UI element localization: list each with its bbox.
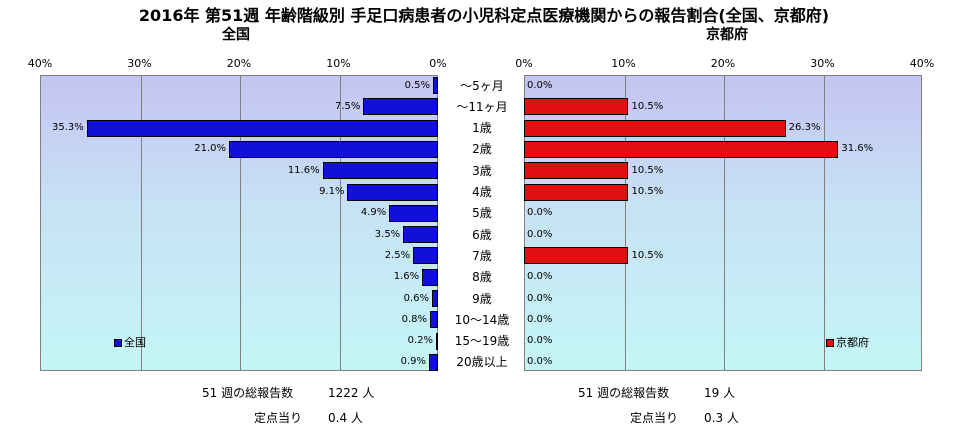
- national-data-label: 1.6%: [393, 271, 420, 283]
- category-label: 7歳: [472, 248, 492, 263]
- national-data-label: 0.9%: [400, 356, 427, 368]
- category-label: 20歳以上: [456, 355, 508, 370]
- kyoto-bar: [524, 140, 839, 158]
- kyoto-bar: [524, 98, 629, 116]
- national-tick-label: 0%: [429, 57, 447, 70]
- national-data-label: 0.6%: [403, 292, 430, 304]
- kyoto-tick-label: 0%: [515, 57, 533, 70]
- national-bar: [322, 162, 438, 180]
- national-subtitle: 全国: [222, 27, 250, 43]
- kyoto-tick-label: 10%: [611, 57, 636, 70]
- kyoto-data-label: 0.0%: [527, 228, 553, 240]
- kyoto-data-label: 0.0%: [527, 292, 553, 304]
- national-legend-label: 全国: [124, 336, 146, 349]
- category-label: 8歳: [472, 270, 492, 285]
- national-bar: [389, 204, 438, 222]
- national-bar: [433, 77, 438, 94]
- national-total-reports-label: 51 週の総報告数: [202, 386, 294, 400]
- kyoto-data-label: 10.5%: [631, 164, 664, 176]
- kyoto-data-label: 0.0%: [527, 313, 553, 325]
- national-gridline: [140, 76, 142, 370]
- kyoto-bar: [524, 162, 629, 180]
- kyoto-bar: [524, 183, 629, 201]
- category-label: ～5ヶ月: [460, 78, 504, 93]
- national-bar: [229, 140, 438, 158]
- kyoto-data-label: 0.0%: [527, 271, 553, 283]
- kyoto-legend: 京都府: [826, 334, 869, 350]
- national-bar: [432, 290, 438, 307]
- kyoto-data-label: 0.0%: [527, 335, 553, 347]
- category-label: 6歳: [472, 227, 492, 242]
- kyoto-bar: [524, 119, 786, 137]
- national-gridline: [339, 76, 341, 370]
- national-data-label: 0.8%: [401, 313, 428, 325]
- category-label: ～11ヶ月: [456, 99, 508, 114]
- kyoto-legend-swatch: [826, 339, 834, 347]
- kyoto-data-label: 0.0%: [527, 207, 553, 219]
- national-bar: [413, 247, 438, 265]
- category-label: 10～14歳: [454, 312, 510, 327]
- national-bar: [430, 311, 438, 329]
- national-tick-label: 10%: [326, 57, 351, 70]
- kyoto-gridline: [724, 76, 725, 370]
- category-label: 2歳: [472, 142, 492, 157]
- national-data-label: 7.5%: [334, 100, 361, 112]
- national-data-label: 3.5%: [374, 228, 401, 240]
- kyoto-data-label: 0.0%: [527, 356, 553, 368]
- national-data-label: 0.5%: [404, 79, 431, 91]
- kyoto-tick-label: 30%: [810, 57, 835, 70]
- national-data-label: 0.2%: [407, 335, 434, 347]
- kyoto-total-reports-label: 51 週の総報告数: [578, 386, 670, 400]
- national-per-site-label: 定点当り: [254, 411, 303, 425]
- national-bar: [347, 183, 438, 201]
- national-bar: [429, 353, 438, 371]
- national-data-label: 9.1%: [319, 186, 345, 197]
- kyoto-gridline: [624, 76, 626, 370]
- chart-title: 2016年 第51週 年齢階級別 手足口病患者の小児科定点医療機関からの報告割合…: [138, 6, 830, 25]
- national-tick-label: 40%: [27, 57, 53, 70]
- kyoto-data-label: 10.5%: [631, 186, 664, 197]
- national-total-reports-value: 1222 人: [328, 386, 375, 400]
- kyoto-subtitle: 京都府: [706, 27, 748, 43]
- kyoto-total-reports-value: 19 人: [704, 386, 736, 400]
- national-bar: [436, 332, 438, 350]
- national-bar: [422, 268, 438, 286]
- kyoto-data-label: 26.3%: [788, 122, 821, 134]
- category-label: 5歳: [472, 206, 492, 221]
- national-bar: [403, 226, 438, 244]
- category-label: 4歳: [472, 185, 492, 199]
- kyoto-tick-label: 20%: [710, 57, 736, 70]
- kyoto-data-label: 10.5%: [631, 249, 664, 261]
- kyoto-data-label: 31.6%: [841, 143, 874, 155]
- national-data-label: 35.3%: [51, 122, 84, 134]
- kyoto-per-site-label: 定点当り: [630, 411, 679, 425]
- category-label: 15～19歳: [454, 334, 510, 349]
- kyoto-legend-label: 京都府: [836, 336, 869, 349]
- national-data-label: 11.6%: [287, 164, 320, 176]
- category-label: 9歳: [472, 291, 492, 306]
- national-per-site-value: 0.4 人: [328, 411, 363, 425]
- kyoto-data-label: 0.0%: [527, 79, 553, 91]
- national-tick-label: 20%: [226, 57, 252, 70]
- national-data-label: 4.9%: [360, 207, 387, 219]
- kyoto-data-label: 10.5%: [631, 100, 664, 112]
- national-data-label: 21.0%: [194, 143, 227, 155]
- category-label: 1歳: [472, 121, 492, 136]
- national-data-label: 2.5%: [384, 249, 411, 261]
- national-bar: [363, 98, 438, 116]
- national-bar: [86, 119, 438, 137]
- kyoto-gridline: [823, 76, 825, 370]
- national-gridline: [240, 76, 241, 370]
- category-label: 3歳: [472, 163, 492, 178]
- kyoto-bar: [524, 247, 629, 265]
- kyoto-tick-label: 40%: [909, 57, 935, 70]
- kyoto-per-site-value: 0.3 人: [704, 411, 739, 425]
- national-legend-swatch: [114, 339, 122, 347]
- national-legend: 全国: [114, 334, 146, 350]
- national-tick-label: 30%: [127, 57, 152, 70]
